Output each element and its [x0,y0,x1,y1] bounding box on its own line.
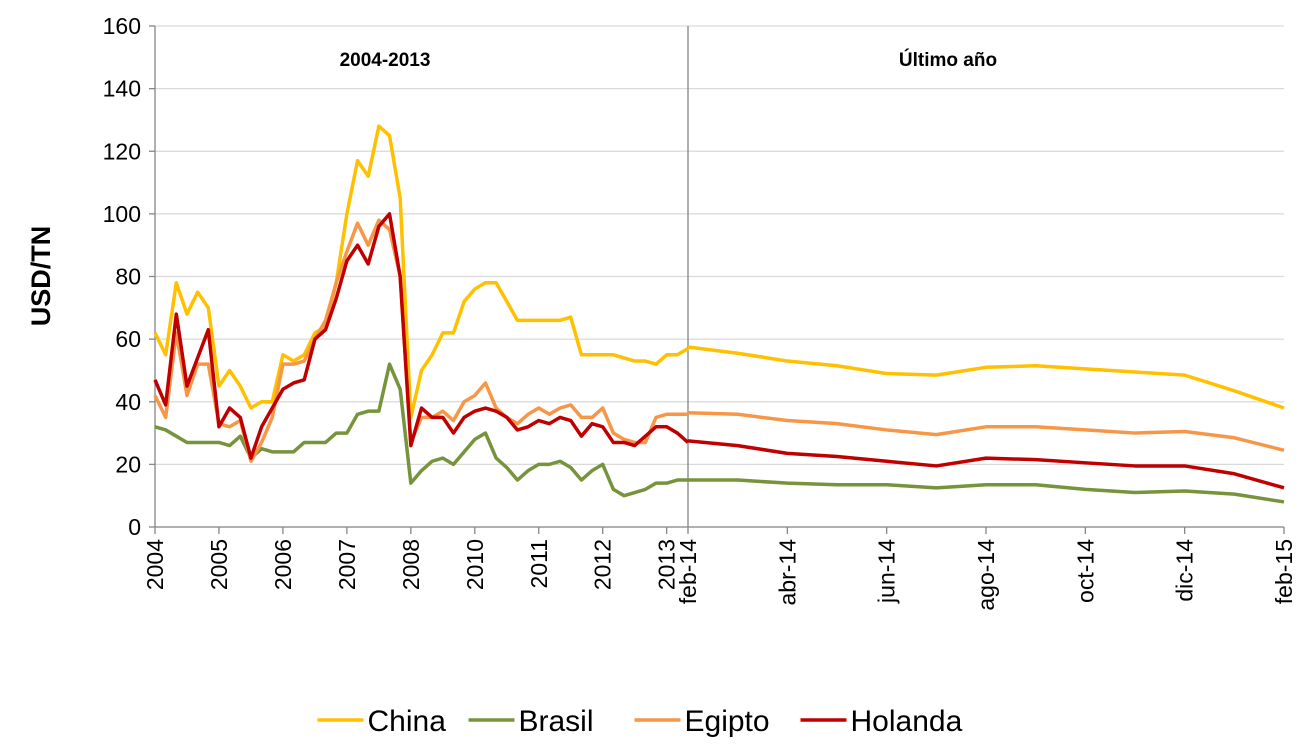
series-line [687,345,1285,410]
x-tick-label: 2005 [206,539,232,590]
x-tick-label: jun-14 [874,539,900,604]
x-tick-label: ago-14 [973,539,999,611]
y-tick-label: 140 [103,76,141,102]
x-tick-label: feb-14 [675,539,701,604]
legend-label: Brasil [519,705,594,738]
series-line [153,218,688,463]
y-tick-label: 60 [115,326,141,352]
x-tick-label: 2012 [590,539,616,590]
x-tick-label: 2011 [526,539,552,588]
series-line [153,124,689,420]
y-tick-label: 20 [115,451,141,477]
x-tick-label: oct-14 [1072,539,1098,603]
legend-label: Holanda [851,705,963,738]
x-tick-label: abr-14 [774,539,800,606]
x-tick-label: dic-14 [1172,539,1198,602]
legend-label: China [368,705,447,738]
series-line [153,212,690,460]
y-tick-label: 120 [103,138,141,164]
series-line [687,410,1285,452]
series-line [688,478,1285,504]
y-tick-label: 160 [103,13,141,39]
x-tick-label: 2010 [462,539,488,590]
legend-label: Egipto [685,705,770,738]
y-axis-title: USD/TN [26,226,56,327]
y-tick-label: 80 [115,264,141,290]
y-tick-label: 0 [128,514,141,540]
x-tick-label: 2013 [654,539,680,590]
x-tick-label: 2008 [398,539,424,590]
series-line [687,439,1285,490]
x-tick-label: 2006 [270,539,296,590]
x-tick-label: feb-15 [1271,539,1297,604]
x-tick-label: 2004 [142,539,168,590]
annotation: 2004-2013 [340,50,431,71]
series-line [154,362,688,498]
y-tick-label: 40 [115,389,141,415]
annotation: Último año [899,49,997,71]
y-tick-label: 100 [103,201,141,227]
x-tick-label: 2007 [334,539,360,590]
